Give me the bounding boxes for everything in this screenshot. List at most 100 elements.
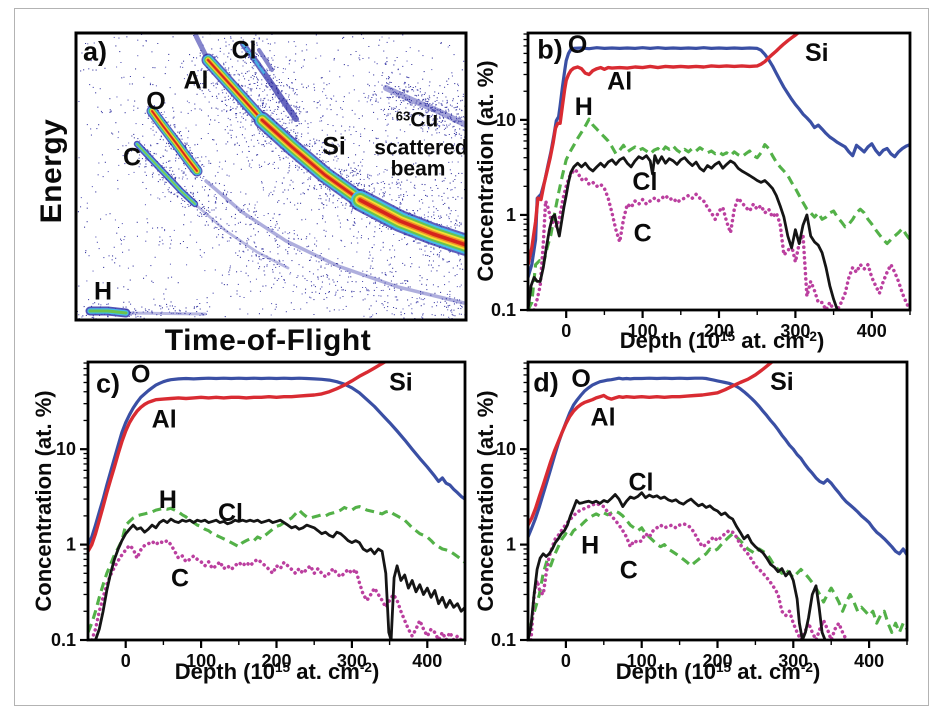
panel-d-y-axis-title: Concentration (at. %) <box>473 390 498 612</box>
x-title-part: ) <box>816 328 825 353</box>
panel-a-scatter-dots <box>77 34 465 319</box>
panel-a-x-axis-title: Time-of-Flight <box>164 324 372 357</box>
chart-c-x-tick-label: 0 <box>121 651 131 671</box>
chart-b-curve-label-Al: Al <box>607 67 632 95</box>
panel-d-x-axis-title: Depth (1015 at. cm-2) <box>616 661 821 683</box>
chart-d-x-tick-label: 400 <box>854 651 884 671</box>
panel-b-y-axis-title: Concentration (at. %) <box>473 60 498 282</box>
chart-d-curve-Cl <box>529 491 827 639</box>
chart-b-curve-label-H: H <box>575 93 593 121</box>
panel-a-label-beam: beam <box>390 157 446 181</box>
chart-b-curve-O <box>529 46 909 278</box>
chart-c-plot-area <box>89 363 464 639</box>
chart-d-y-tick-label: 10 <box>496 439 516 459</box>
chart-d-plot-area <box>529 363 906 639</box>
chart-c-curve-C <box>90 538 464 639</box>
panel-a-frame <box>74 31 468 322</box>
chart-d-curve-label-H: H <box>581 532 599 560</box>
panel-a-band-cores <box>85 55 465 318</box>
chart-c-curve-Al-Si <box>89 363 387 553</box>
x-title-part: Depth (10 <box>174 659 275 684</box>
chart-d-y-tick-label: 0.1 <box>491 630 516 650</box>
chart-c-curve-H <box>89 505 464 633</box>
chart-b-curve-C <box>532 167 909 309</box>
chart-d-curve-label-Al: Al <box>591 404 616 432</box>
chart-b-x-tick-label: 300 <box>780 321 810 341</box>
panel-a-label-o: O <box>146 87 166 116</box>
chart-d-curve-label-O: O <box>571 365 590 393</box>
chart-c-x-tick-label: 300 <box>337 651 367 671</box>
chart-d-curve-label-Cl: Cl <box>628 468 653 496</box>
chart-b-curve-label-Si: Si <box>805 39 829 67</box>
chart-c-y-tick-label: 10 <box>56 439 76 459</box>
cu-symbol: Cu <box>410 108 439 132</box>
panel-b-tag: b) <box>537 34 563 65</box>
chart-d-axes: 0 100 200 300 400 0.1 1 10 <box>491 362 908 671</box>
cu-mass-number: 63 <box>395 108 411 123</box>
chart-d-x-tick-label: 200 <box>702 651 732 671</box>
x-title-part: Depth (10 <box>615 659 716 684</box>
panel-a-label-c: C <box>122 143 142 172</box>
chart-c-curve-label-C: C <box>171 565 189 593</box>
panel-c-tag: c) <box>95 368 121 399</box>
chart-d-curve-label-C: C <box>620 556 638 584</box>
chart-c-curve-label-Si: Si <box>389 369 413 397</box>
panel-a-label-cl: Cl <box>231 36 257 65</box>
chart-d-curve-C <box>529 501 848 639</box>
chart-b-curve-Cl <box>529 154 839 309</box>
chart-c-y-tick-label: 1 <box>66 535 76 555</box>
chart-b-x-tick-label: 400 <box>857 321 887 341</box>
x-title-part: Depth (10 <box>619 328 720 353</box>
x-title-part: ) <box>371 659 380 684</box>
chart-c-y-tick-label: 0.1 <box>51 630 76 650</box>
chart-b-y-tick-label: 1 <box>506 205 516 225</box>
chart-d-y-tick-label: 1 <box>506 535 516 555</box>
chart-b-x-tick-label: 100 <box>628 321 658 341</box>
x-title-part: at. cm <box>731 659 801 684</box>
panel-a-label-si: Si <box>322 132 346 161</box>
chart-b-plot-area <box>529 34 909 309</box>
chart-b-axes: 0 100 200 300 400 0.1 1 10 <box>491 33 911 341</box>
panel-b-x-axis-title: Depth (1015 at. cm-2) <box>620 330 825 352</box>
chart-c-curve-O <box>89 376 464 546</box>
chart-c-curve-label-Cl: Cl <box>218 499 243 527</box>
x-title-exponent: -2 <box>800 660 813 676</box>
chart-d-x-tick-label: 0 <box>561 651 571 671</box>
chart-d-curve-label-Si: Si <box>770 368 794 396</box>
chart-c-axes: 0 100 200 300 400 0.1 1 10 <box>51 362 466 671</box>
chart-b-curve-label-C: C <box>634 220 652 248</box>
chart-b-y-tick-label: 0.1 <box>491 300 516 320</box>
chart-b-curve-label-O: O <box>568 31 587 59</box>
chart-c-x-tick-label: 400 <box>412 651 442 671</box>
x-title-part: at. cm <box>290 659 360 684</box>
chart-b-curve-Al-Si <box>529 34 800 265</box>
x-title-part: at. cm <box>735 328 805 353</box>
x-title-exponent: -2 <box>804 329 817 345</box>
chart-b-y-tick-label: 10 <box>496 110 516 130</box>
chart-b-curve-label-Cl: Cl <box>632 168 657 196</box>
panel-d-tag: d) <box>533 367 559 398</box>
x-title-exponent: 15 <box>274 660 291 676</box>
panel-a-label-scattered: scattered <box>374 136 468 160</box>
chart-c-curve-Cl <box>89 517 464 639</box>
chart-d-curve-H <box>529 509 906 639</box>
chart-d-curve-O <box>529 376 906 556</box>
chart-c-curve-label-Al: Al <box>152 405 177 433</box>
chart-c-x-tick-label: 100 <box>186 651 216 671</box>
panel-c-y-axis-title: Concentration (at. %) <box>31 390 56 612</box>
chart-b-x-tick-label: 200 <box>704 321 734 341</box>
x-title-exponent: 15 <box>715 660 732 676</box>
chart-c-x-tick-label: 200 <box>261 651 291 671</box>
panel-a-label-cu: 63Cu <box>395 108 439 132</box>
chart-b-x-tick-label: 0 <box>561 321 571 341</box>
panel-a-tag: a) <box>82 36 108 67</box>
x-title-exponent: 15 <box>719 329 736 345</box>
panel-c-x-axis-title: Depth (1015 at. cm-2) <box>175 661 380 683</box>
panel-a-label-h: H <box>93 277 113 306</box>
x-title-part: ) <box>812 659 821 684</box>
panel-a-label-al: Al <box>183 66 209 95</box>
panel-a-y-axis-title: Energy <box>35 118 68 224</box>
chart-d-x-tick-label: 300 <box>778 651 808 671</box>
